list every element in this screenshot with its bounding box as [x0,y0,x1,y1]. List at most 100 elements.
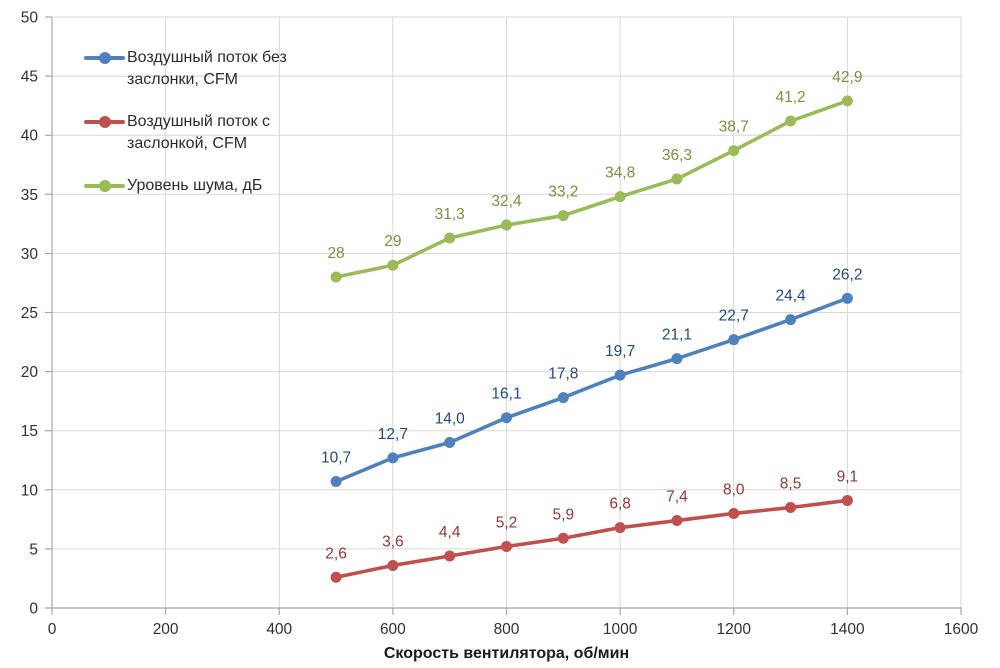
x-axis-tick-label: 1000 [603,621,638,638]
y-axis-tick-label: 25 [21,305,38,322]
y-axis-tick-label: 45 [21,69,38,86]
data-point-airflow-with-damper [330,571,342,583]
data-label-noise-level: 28 [327,245,344,262]
data-point-airflow-with-damper [785,502,797,514]
y-axis-tick-label: 10 [21,482,39,499]
data-point-airflow-no-damper [841,292,853,304]
data-point-airflow-with-damper [841,494,853,506]
x-axis-tick-label: 0 [48,621,57,638]
x-axis-tick-label: 200 [153,621,179,638]
legend-label: Воздушный поток с заслонкой, CFM [127,111,270,155]
y-axis-tick-label: 15 [21,423,38,440]
data-label-noise-level: 38,7 [719,119,749,136]
legend-item-airflow-no-damper: Воздушный поток без заслонки, CFM [84,47,287,91]
y-axis-tick-label: 50 [21,10,39,27]
data-point-airflow-no-damper [330,476,342,488]
legend-dot-swatch [99,116,111,128]
legend-label-line-2: заслонкой, CFM [127,135,248,152]
data-label-airflow-no-damper: 26,2 [832,266,862,283]
data-point-airflow-no-damper [501,412,512,424]
data-point-airflow-with-damper [387,559,399,571]
legend-item-noise-level: Уровень шума, дБ [84,175,287,197]
legend-item-airflow-with-damper: Воздушный поток с заслонкой, CFM [84,111,287,155]
series-line-airflow-no-damper [334,296,850,484]
data-label-airflow-no-damper: 12,7 [378,426,408,443]
legend-series-marker-icon [84,111,125,133]
data-label-noise-level: 42,9 [832,69,862,86]
data-label-airflow-with-damper: 9,1 [837,468,859,485]
data-label-airflow-with-damper: 7,4 [666,489,688,506]
data-point-airflow-no-damper [728,334,740,346]
y-axis-tick-label: 40 [21,128,39,145]
data-point-airflow-no-damper [387,452,399,464]
data-label-airflow-no-damper: 19,7 [605,343,635,360]
data-point-noise-level [671,173,683,185]
series-line-noise-level [334,99,850,279]
data-point-noise-level [614,191,626,203]
data-label-airflow-with-damper: 4,4 [439,524,461,541]
data-point-airflow-no-damper [614,369,626,381]
data-point-airflow-with-damper [671,515,683,527]
y-axis-tick-label: 30 [21,246,39,263]
y-axis-tick-label: 20 [21,364,39,381]
data-label-airflow-with-damper: 5,9 [553,506,575,523]
data-point-airflow-with-damper [614,522,626,534]
data-label-noise-level: 31,3 [435,206,465,223]
data-label-airflow-no-damper: 17,8 [548,366,578,383]
data-point-airflow-no-damper [671,353,683,365]
data-label-airflow-no-damper: 14,0 [435,411,466,428]
data-point-airflow-no-damper [444,437,456,449]
legend: Воздушный поток без заслонки, CFM Воздуш… [84,47,287,217]
data-label-airflow-with-damper: 2,6 [325,545,347,562]
data-point-airflow-no-damper [557,392,569,404]
data-point-airflow-with-damper [444,550,456,562]
data-label-noise-level: 34,8 [605,165,635,182]
data-point-noise-level [785,115,797,127]
x-axis-tick-label: 1200 [717,621,752,638]
data-point-airflow-no-damper [785,314,797,326]
data-point-noise-level [557,210,569,222]
data-label-airflow-with-damper: 3,6 [382,533,404,550]
x-axis-tick-label: 1400 [830,621,865,638]
data-point-airflow-with-damper [557,532,569,544]
data-label-airflow-no-damper: 24,4 [775,288,806,305]
data-point-airflow-with-damper [728,507,740,519]
series-line-airflow-with-damper [334,498,850,580]
x-axis-title: Скорость вентилятора, об/мин [383,645,630,662]
legend-label: Уровень шума, дБ [127,175,262,197]
y-axis-tick-label: 5 [29,541,38,558]
data-label-airflow-no-damper: 16,1 [491,386,521,403]
data-label-noise-level: 33,2 [548,184,578,201]
data-label-airflow-with-damper: 5,2 [496,515,518,532]
x-axis-tick-label: 600 [380,621,406,638]
data-point-noise-level [728,145,740,157]
data-label-noise-level: 41,2 [775,89,805,106]
data-label-airflow-no-damper: 21,1 [662,327,692,344]
data-point-noise-level [330,271,342,283]
legend-series-marker-icon [84,47,125,69]
y-axis-tick-label: 0 [29,601,38,618]
data-label-noise-level: 36,3 [662,147,692,164]
legend-label-line-2: заслонки, CFM [127,71,238,88]
x-axis-tick-label: 800 [494,621,520,638]
data-point-noise-level [444,232,456,244]
data-label-airflow-no-damper: 10,7 [321,450,351,467]
legend-label-line-1: Воздушный поток без [127,49,287,66]
data-label-airflow-with-damper: 8,5 [780,476,802,493]
data-point-airflow-with-damper [501,541,512,553]
legend-label-line-1: Воздушный поток с [127,113,270,130]
legend-label: Воздушный поток без заслонки, CFM [127,47,287,91]
legend-dot-swatch [99,180,111,192]
data-label-noise-level: 29 [384,233,401,250]
data-label-airflow-with-damper: 8,0 [723,481,745,498]
y-axis-tick-label: 35 [21,187,38,204]
x-axis-tick-label: 400 [266,621,292,638]
legend-series-marker-icon [84,175,125,197]
data-label-noise-level: 32,4 [491,193,522,210]
data-point-noise-level [387,259,399,271]
x-axis-tick-label: 1600 [944,621,979,638]
data-label-airflow-with-damper: 6,8 [609,496,631,513]
legend-dot-swatch [99,52,111,64]
